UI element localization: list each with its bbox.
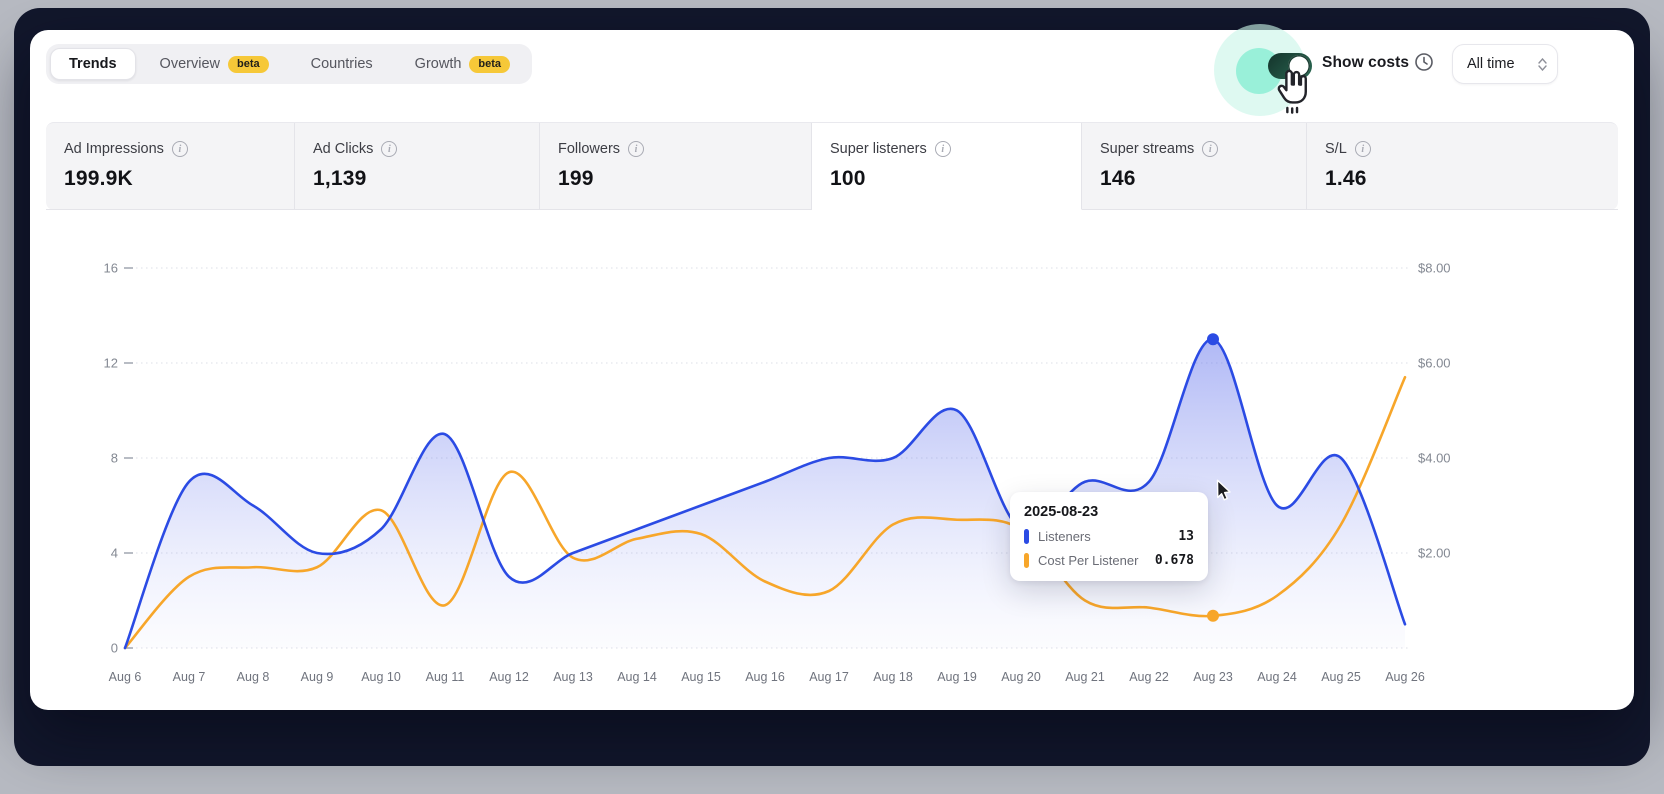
y-left-tick-label: 12 — [104, 356, 118, 371]
info-icon[interactable]: i — [1354, 141, 1371, 157]
tooltip-row-listeners: Listeners 13 — [1024, 529, 1194, 544]
y-right-tick-label: $2.00 — [1418, 546, 1451, 561]
view-tabbar: Trends Overview beta Countries Growth beta — [46, 44, 533, 84]
x-tick-label: Aug 20 — [1001, 670, 1041, 684]
tab-growth[interactable]: Growth beta — [397, 48, 528, 80]
time-range-value: All time — [1467, 56, 1515, 72]
metric-value: 1.46 — [1325, 167, 1367, 190]
tooltip-row-value: 0.678 — [1154, 553, 1194, 568]
x-tick-label: Aug 14 — [617, 670, 657, 684]
x-tick-label: Aug 10 — [361, 670, 401, 684]
listeners-line — [123, 337, 1407, 650]
metric-label-row: Ad Impressions i — [64, 141, 294, 157]
x-tick-label: Aug 11 — [426, 670, 465, 684]
y-left-tick-label: 4 — [111, 546, 118, 561]
metric-value: 199.9K — [64, 167, 133, 190]
tooltip-row-label: Cost Per Listener — [1038, 553, 1139, 568]
listeners-highlight-dot — [1207, 333, 1219, 346]
x-tick-label: Aug 7 — [173, 670, 206, 684]
y-right-tick-label: $4.00 — [1418, 451, 1451, 466]
info-icon[interactable]: i — [934, 141, 951, 157]
cost-highlight-dot — [1207, 609, 1219, 622]
x-tick-label: Aug 22 — [1129, 670, 1169, 684]
beta-badge: beta — [469, 55, 511, 73]
info-icon[interactable]: i — [628, 141, 645, 157]
tab-overview[interactable]: Overview beta — [142, 48, 287, 80]
select-chevrons-icon — [1538, 57, 1547, 71]
metric-label-row: S/L i — [1325, 141, 1618, 157]
info-icon[interactable]: i — [1202, 141, 1219, 157]
metric-label: Super listeners — [830, 141, 927, 157]
tab-trends[interactable]: Trends — [50, 48, 136, 80]
metric-cards-row: Ad Impressions i 199.9K Ad Clicks i 1,139 Foll… — [46, 122, 1618, 210]
chart-area: 16 12 8 4 0 $8.00 $6.00 $4.00 $2.00 Aug 6 Aug 7 Aug… — [30, 210, 1634, 710]
x-tick-label: Aug 9 — [301, 670, 334, 684]
hand-pointer-cursor — [1277, 69, 1307, 114]
toggle-knob — [1288, 55, 1310, 77]
metric-card-super-streams[interactable]: Super streams i 146 — [1082, 123, 1307, 210]
y-right-tick-label: $8.00 — [1418, 261, 1451, 276]
info-icon[interactable]: i — [171, 141, 188, 157]
metric-label-row: Followers i — [558, 141, 811, 157]
tab-label: Overview — [159, 56, 220, 72]
x-tick-label: Aug 21 — [1065, 670, 1105, 684]
tooltip-date: 2025-08-23 — [1024, 504, 1099, 520]
x-tick-label: Aug 6 — [109, 670, 142, 684]
tab-label: Countries — [310, 56, 373, 72]
analytics-card: Trends Overview beta Countries Growth beta Sh… — [30, 24, 1634, 710]
x-tick-label: Aug 12 — [489, 670, 529, 684]
listeners-series-swatch — [1024, 529, 1029, 544]
tab-label: Growth — [414, 56, 462, 72]
info-icon[interactable]: i — [381, 141, 398, 157]
x-tick-label: Aug 15 — [681, 670, 721, 684]
tab-label: Trends — [69, 56, 117, 72]
metric-card-followers[interactable]: Followers i 199 — [540, 123, 812, 210]
clock-icon — [1415, 53, 1433, 71]
metric-value: 100 — [830, 167, 866, 190]
x-tick-label: Aug 13 — [553, 670, 593, 684]
show-costs-toggle[interactable] — [1268, 53, 1312, 79]
chart-tooltip: 2025-08-23 Listeners 13 Cost Per Listene… — [1010, 492, 1208, 581]
tooltip-row-label: Listeners — [1038, 529, 1091, 544]
metric-label: Ad Impressions — [64, 141, 164, 157]
show-costs-label: Show costs — [1322, 54, 1410, 71]
x-tick-label: Aug 24 — [1257, 670, 1297, 684]
metric-label: Ad Clicks — [313, 141, 374, 157]
metric-label: Followers — [558, 141, 621, 157]
cost-per-listener-line — [123, 375, 1407, 650]
x-tick-label: Aug 23 — [1193, 670, 1233, 684]
metric-value: 146 — [1100, 167, 1136, 190]
metric-label-row: Super listeners i — [830, 141, 1081, 157]
x-tick-label: Aug 17 — [809, 670, 849, 684]
metric-label: S/L — [1325, 141, 1347, 157]
x-tick-label: Aug 19 — [937, 670, 977, 684]
metric-card-s-l[interactable]: S/L i 1.46 — [1307, 123, 1618, 210]
y-left-tick-label: 8 — [111, 451, 118, 466]
x-tick-label: Aug 8 — [237, 670, 270, 684]
metric-label-row: Super streams i — [1100, 141, 1306, 157]
x-tick-label: Aug 18 — [873, 670, 913, 684]
x-tick-label: Aug 25 — [1321, 670, 1361, 684]
metric-value: 1,139 — [313, 167, 367, 190]
cost-series-swatch — [1024, 553, 1029, 568]
mouse-arrow-cursor — [1216, 479, 1231, 501]
metric-card-ad-clicks[interactable]: Ad Clicks i 1,139 — [295, 123, 540, 210]
tooltip-row-cost: Cost Per Listener 0.678 — [1024, 553, 1194, 568]
tooltip-row-value: 13 — [1178, 529, 1194, 544]
y-left-tick-label: 16 — [104, 261, 118, 276]
time-range-select[interactable]: All time — [1452, 44, 1558, 84]
metric-label-row: Ad Clicks i — [313, 141, 539, 157]
chart-axis-labels: 16 12 8 4 0 $8.00 $6.00 $4.00 $2.00 Aug 6 Aug 7 Aug… — [104, 261, 1451, 685]
x-tick-label: Aug 26 — [1385, 670, 1425, 684]
tab-countries[interactable]: Countries — [293, 48, 391, 80]
metric-value: 199 — [558, 167, 594, 190]
metric-card-ad-impressions[interactable]: Ad Impressions i 199.9K — [46, 123, 295, 210]
y-right-tick-label: $6.00 — [1418, 356, 1451, 371]
beta-badge: beta — [227, 55, 269, 73]
trend-chart[interactable]: 16 12 8 4 0 $8.00 $6.00 $4.00 $2.00 Aug 6 Aug 7 Aug… — [30, 210, 1634, 710]
metric-card-super-listeners[interactable]: Super listeners i 100 — [812, 123, 1082, 210]
metric-label: Super streams — [1100, 141, 1195, 157]
y-left-tick-label: 0 — [111, 641, 118, 656]
x-tick-label: Aug 16 — [745, 670, 785, 684]
